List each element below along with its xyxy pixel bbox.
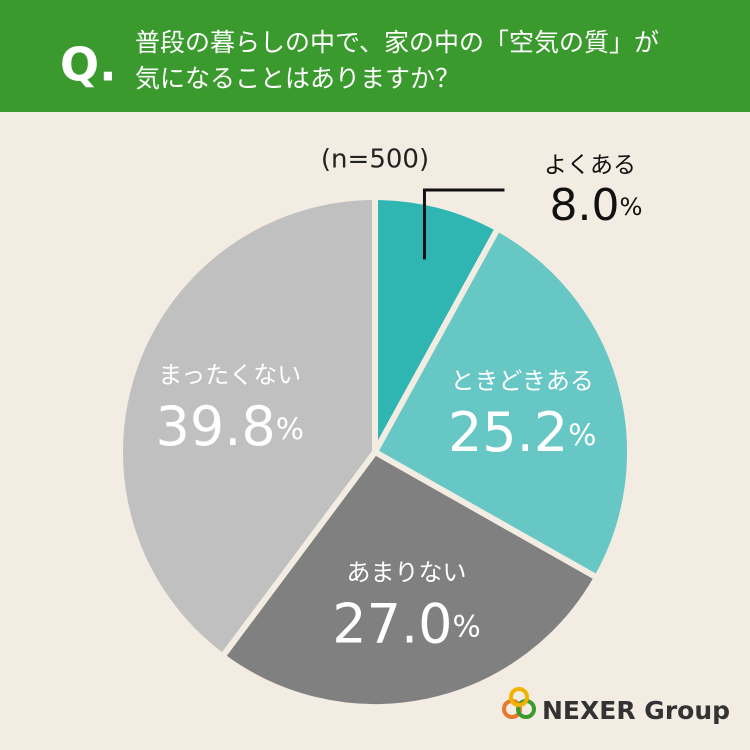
header-band — [0, 0, 750, 112]
value-label: 8.0% — [550, 180, 643, 231]
logo-icon — [502, 687, 536, 719]
slice-label: ときどきある — [451, 367, 594, 395]
pie-slice — [370, 224, 633, 582]
pie-slice — [372, 193, 502, 454]
value-label: 39.8% — [156, 394, 304, 457]
sample-size: (n=500) — [321, 145, 429, 175]
pie-slice — [218, 448, 601, 710]
chart-title: 普段の暮らしの中で、家の中の「空気の質」が — [135, 28, 659, 57]
slice-label: よくある — [544, 153, 636, 179]
value-label: 25.2% — [448, 401, 596, 464]
slice-label: まったくない — [158, 361, 301, 389]
slice-label: あまりない — [346, 559, 466, 587]
logo-text: NEXER Group — [542, 696, 730, 725]
question-label: Q. — [60, 38, 117, 92]
pie-slice — [117, 193, 378, 661]
chart-title: 気になることはありますか？ — [135, 64, 460, 93]
leader-line — [422, 188, 505, 260]
value-label: 27.0% — [332, 592, 480, 655]
